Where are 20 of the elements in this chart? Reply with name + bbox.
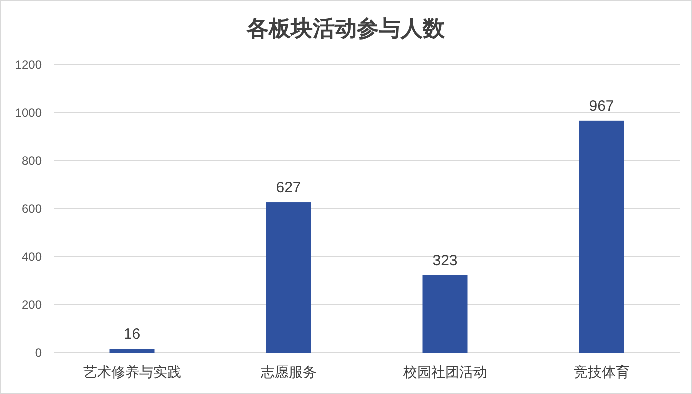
y-tick-label: 1000	[15, 106, 42, 120]
x-tick-label: 竞技体育	[574, 364, 630, 380]
x-tick-label: 志愿服务	[260, 364, 317, 380]
data-label: 16	[124, 326, 141, 344]
chart-title: 各板块活动参与人数	[246, 16, 446, 41]
bar	[579, 120, 624, 353]
x-tick-label: 艺术修养与实践	[83, 364, 182, 380]
data-label: 627	[276, 180, 302, 197]
bar	[422, 275, 468, 353]
y-tick-label: 600	[22, 202, 42, 216]
bar	[110, 349, 155, 353]
data-label: 323	[432, 252, 458, 270]
y-tick-label: 400	[22, 250, 42, 264]
y-tick-label: 1200	[15, 58, 42, 72]
y-tick-label: 800	[22, 154, 42, 168]
y-tick-label: 0	[35, 346, 42, 360]
x-tick-label: 校园社团活动	[402, 364, 488, 380]
y-tick-label: 200	[22, 298, 42, 312]
bar	[266, 202, 312, 353]
data-label: 967	[589, 98, 614, 115]
